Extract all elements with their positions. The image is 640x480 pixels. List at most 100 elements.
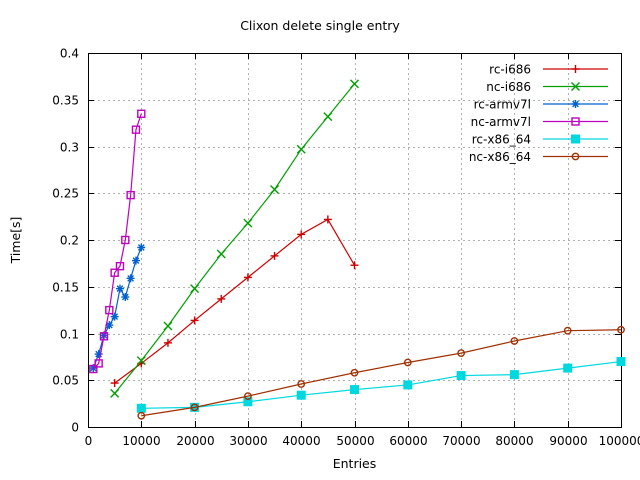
legend-entry-rc-x86_64: rc-x86_64 xyxy=(472,133,608,147)
data-point-marker xyxy=(136,403,146,413)
data-point-marker xyxy=(571,100,580,108)
data-point-marker xyxy=(99,332,109,341)
data-point-marker xyxy=(509,370,519,380)
x-tick-label: 40000 xyxy=(282,434,320,448)
data-point-marker xyxy=(571,134,580,144)
data-point-marker xyxy=(297,230,306,239)
data-point-marker xyxy=(243,273,252,282)
data-series-nc-i686 xyxy=(110,79,359,398)
series-line-nc-x86_64 xyxy=(141,329,622,417)
data-series-rc-i686 xyxy=(110,215,359,388)
series-line-nc-armv7l xyxy=(92,113,142,370)
x-axis-title: Entries xyxy=(333,456,377,471)
data-point-marker xyxy=(270,185,280,195)
series-line-rc-armv7l xyxy=(92,247,142,369)
data-point-marker xyxy=(350,79,359,89)
data-point-marker xyxy=(110,379,119,388)
data-point-marker xyxy=(571,152,580,161)
data-point-marker xyxy=(163,321,173,331)
data-point-marker xyxy=(131,256,140,265)
data-point-marker xyxy=(190,403,199,412)
legend-label-rc-armv7l: rc-armv7l xyxy=(474,98,531,112)
legend-entry-rc-armv7l: rc-armv7l xyxy=(474,98,608,112)
x-tick-label: 100000 xyxy=(599,434,640,448)
data-point-marker xyxy=(105,305,114,315)
data-point-marker xyxy=(456,371,466,381)
data-series-rc-x86_64 xyxy=(136,357,626,413)
series-line-rc-i686 xyxy=(114,218,356,384)
data-point-marker xyxy=(350,368,359,377)
x-tick-label: 60000 xyxy=(389,434,427,448)
data-point-marker xyxy=(571,82,580,91)
y-tick-label: 0.35 xyxy=(52,94,79,108)
data-point-marker xyxy=(89,364,98,374)
data-point-marker xyxy=(163,338,172,347)
y-tick-label: 0.25 xyxy=(52,187,79,201)
y-tick-label: 0.15 xyxy=(52,281,79,295)
data-point-marker xyxy=(243,218,253,228)
data-point-marker xyxy=(563,363,573,373)
data-point-marker xyxy=(137,411,146,420)
y-axis-title: Time[s] xyxy=(8,217,23,265)
data-point-marker xyxy=(243,397,253,407)
legend-entry-nc-i686: nc-i686 xyxy=(486,80,608,94)
x-tick-label: 70000 xyxy=(442,434,480,448)
data-point-marker xyxy=(126,190,135,200)
axis-ticks: 0 0.05 0.1 0.15 0.2 0.25 0.3 0.35 0.4 0 10000 20000… xyxy=(52,47,640,449)
data-point-marker xyxy=(137,243,146,252)
data-series-layer xyxy=(89,79,626,420)
legend-label-nc-x86_64: nc-x86_64 xyxy=(469,150,531,164)
y-tick-label: 0.1 xyxy=(60,328,79,342)
data-point-marker xyxy=(94,359,103,368)
data-point-marker xyxy=(510,337,519,345)
data-series-nc-armv7l xyxy=(89,109,146,374)
x-tick-label: 50000 xyxy=(336,434,374,448)
x-tick-label: 90000 xyxy=(549,434,587,448)
legend-entry-nc-x86_64: nc-x86_64 xyxy=(469,150,608,164)
data-point-marker xyxy=(121,293,130,302)
y-tick-label: 0.2 xyxy=(60,234,79,248)
data-point-marker xyxy=(571,65,580,73)
data-series-rc-armv7l xyxy=(89,243,146,373)
data-point-marker xyxy=(350,385,359,395)
data-point-marker xyxy=(296,390,306,400)
data-point-marker xyxy=(563,326,572,335)
data-point-marker xyxy=(110,268,119,277)
data-point-marker xyxy=(110,312,119,321)
data-point-marker xyxy=(190,284,200,294)
data-point-marker xyxy=(243,392,252,401)
data-point-marker xyxy=(217,294,226,303)
data-point-marker xyxy=(457,349,465,358)
data-point-marker xyxy=(297,380,306,388)
data-point-marker xyxy=(190,316,199,325)
chart-title: Clixon delete single entry xyxy=(240,18,400,33)
data-point-marker xyxy=(121,235,130,245)
x-tick-label: 20000 xyxy=(176,434,214,448)
data-point-marker xyxy=(131,125,141,134)
legend: rc-i686 nc-i686 rc-armv7l nc-armv7l rc-x86_6… xyxy=(469,63,608,164)
y-tick-label: 0.4 xyxy=(60,47,79,61)
x-tick-label: 0 xyxy=(85,434,93,448)
series-line-nc-i686 xyxy=(114,83,355,394)
y-tick-label: 0.05 xyxy=(52,374,79,388)
data-point-marker xyxy=(115,261,125,271)
legend-entry-nc-armv7l: nc-armv7l xyxy=(471,115,608,129)
x-tick-label: 10000 xyxy=(122,434,160,448)
y-tick-label: 0.3 xyxy=(60,141,79,155)
data-point-marker xyxy=(403,358,412,367)
data-point-marker xyxy=(126,274,135,283)
x-tick-label: 80000 xyxy=(495,434,533,448)
data-point-marker xyxy=(136,356,146,366)
data-series-nc-x86_64 xyxy=(137,325,625,420)
data-point-marker xyxy=(571,117,580,126)
data-point-marker xyxy=(105,321,114,330)
y-tick-label: 0 xyxy=(71,421,79,435)
data-point-marker xyxy=(323,112,333,122)
data-point-marker xyxy=(216,249,226,259)
data-point-marker xyxy=(403,380,413,390)
x-tick-label: 30000 xyxy=(229,434,267,448)
legend-label-rc-x86_64: rc-x86_64 xyxy=(472,133,531,147)
data-point-marker xyxy=(110,388,120,398)
